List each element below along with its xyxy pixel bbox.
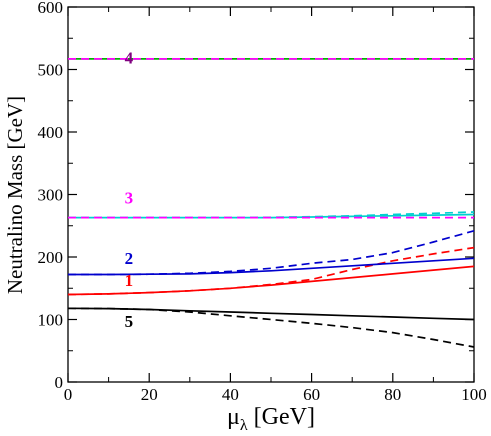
series-line-6-dashed [68,229,475,276]
x-tick-label: 60 [303,385,320,404]
y-tick-label: 500 [38,61,64,80]
series-line-2-dashed [67,307,475,348]
curve-label-3: 3 [125,188,134,207]
curve-labels: 4 3 2 1 5 [125,48,134,331]
y-tick-label: 400 [38,123,64,142]
y-tick-label: 200 [38,248,64,267]
x-tick-label: 40 [222,385,239,404]
x-axis-label-subscript: λ [240,417,248,434]
y-axis-label: Neutralino Mass [GeV] [3,96,27,294]
y-tick-label: 0 [55,373,64,392]
curve-label-2: 2 [125,249,134,268]
axis-ticks: 0 20 40 60 80 100 0 100 200 300 400 500 600 [38,0,487,404]
curve-label-5: 5 [125,312,134,331]
y-tick-label: 300 [38,186,64,205]
series-line-4-dashed [67,246,475,296]
x-tick-label: 20 [141,385,158,404]
series-layer [67,58,475,348]
y-tick-label: 600 [38,0,64,17]
x-tick-label: 100 [461,385,487,404]
x-axis-title: μλ [GeV] [227,404,315,434]
curve-label-4: 4 [125,48,134,67]
y-tick-label: 100 [38,311,64,330]
x-axis-label: μλ [GeV] [227,404,315,434]
x-axis-label-unit: [GeV] [254,404,315,430]
x-axis-label-main: μ [227,404,240,430]
curve-label-1: 1 [125,271,134,290]
x-tick-label: 0 [64,385,73,404]
x-tick-label: 80 [384,385,401,404]
